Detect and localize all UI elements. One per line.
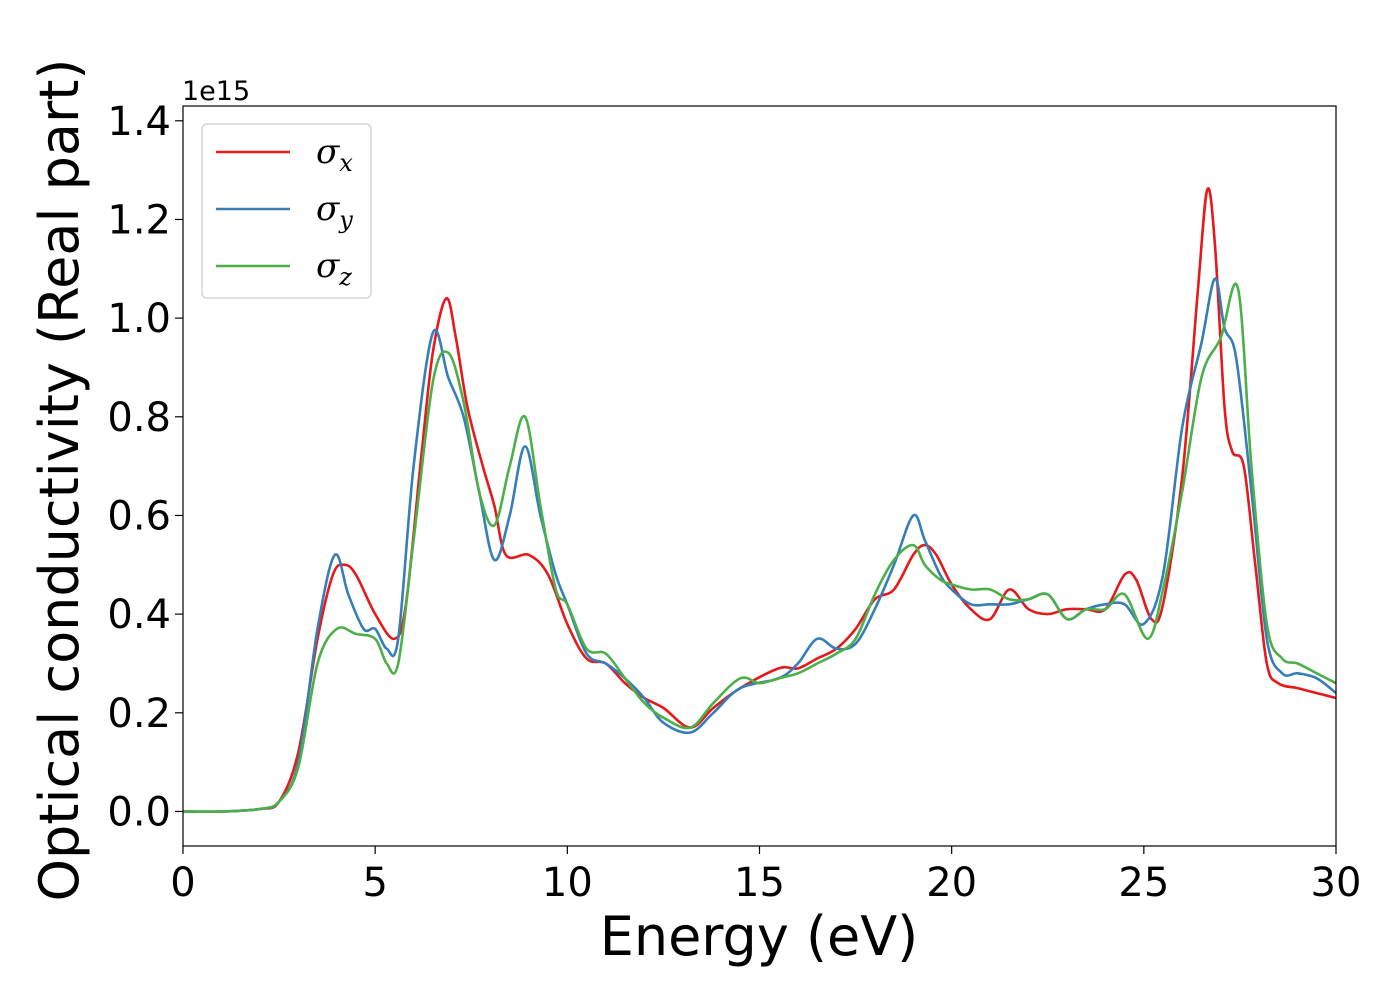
x-tick-label: 10 bbox=[542, 860, 593, 906]
x-tick-label: 30 bbox=[1311, 860, 1362, 906]
x-tick-label: 15 bbox=[734, 860, 785, 906]
series-line-y bbox=[182, 277, 1337, 813]
x-axis-label: Energy (eV) bbox=[600, 905, 919, 968]
y-tick-label: 0.6 bbox=[107, 493, 171, 539]
plot-area bbox=[182, 187, 1337, 813]
y-tick-label: 0.2 bbox=[107, 691, 171, 737]
plot-frame bbox=[182, 105, 1337, 847]
y-offset-label: 1e15 bbox=[182, 76, 250, 107]
y-axis: 0.0 0.2 0.4 0.6 0.8 1.0 1.2 1.4 bbox=[107, 99, 183, 835]
series-line-z bbox=[182, 282, 1337, 813]
legend-label-x: σx bbox=[316, 132, 353, 177]
x-tick-label: 25 bbox=[1118, 860, 1169, 906]
legend: σx σy σz bbox=[201, 123, 372, 299]
legend-box bbox=[201, 123, 372, 299]
y-axis-label: Optical conductivity (Real part) bbox=[28, 59, 91, 902]
x-tick-label: 0 bbox=[170, 860, 195, 906]
legend-label-y: σy bbox=[316, 189, 353, 234]
x-tick-label: 20 bbox=[926, 860, 977, 906]
y-tick-label: 1.4 bbox=[107, 99, 171, 145]
legend-label-z: σz bbox=[316, 246, 352, 291]
y-tick-label: 0.8 bbox=[107, 395, 171, 441]
x-tick-label: 5 bbox=[362, 860, 387, 906]
y-tick-label: 0.0 bbox=[107, 789, 171, 835]
y-tick-label: 1.2 bbox=[107, 197, 171, 243]
x-axis: 0 5 10 15 20 25 30 bbox=[170, 846, 1361, 906]
y-tick-label: 1.0 bbox=[107, 296, 171, 342]
y-tick-label: 0.4 bbox=[107, 592, 171, 638]
